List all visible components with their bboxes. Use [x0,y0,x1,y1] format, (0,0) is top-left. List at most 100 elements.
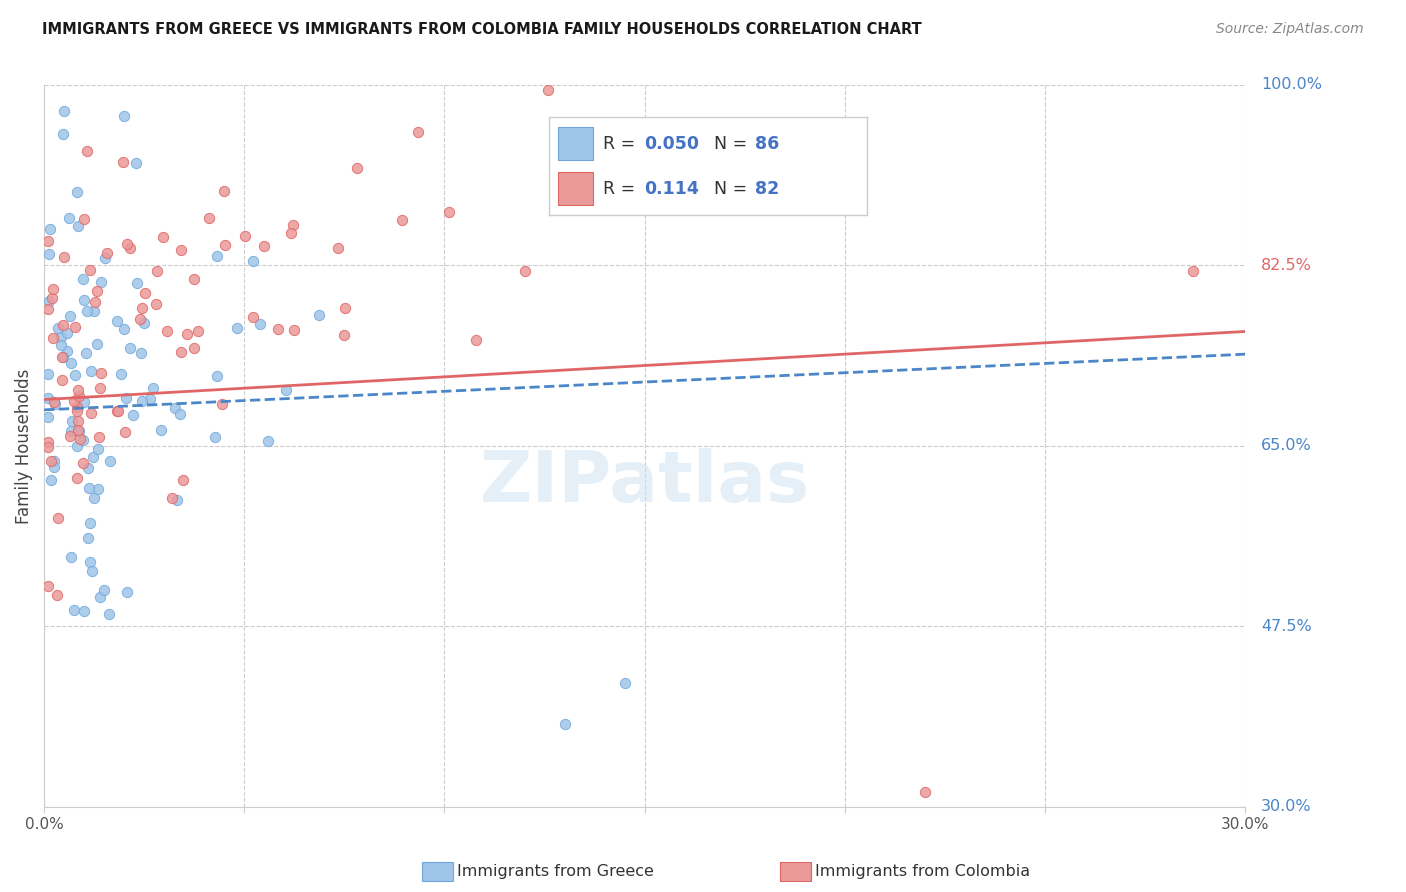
Point [90,275,112,289]
Point [41,291,63,305]
Point [53,103,76,118]
Point [58,211,80,225]
Point [63,320,86,334]
Point [204,430,226,444]
Point [226,321,249,335]
Point [66,423,89,437]
Point [72,457,94,471]
Point [72,272,94,286]
Point [51,350,73,364]
Point [60,356,83,370]
Point [76,144,98,158]
Point [55,343,77,358]
Point [75,345,97,359]
Point [249,317,271,331]
Point [73,293,96,307]
Point [67,414,90,428]
Text: N =: N = [714,179,752,198]
Text: 47.5%: 47.5% [1261,619,1312,634]
Point [44,459,66,474]
Point [465,333,488,347]
Point [146,264,169,278]
Point [89,381,111,395]
Text: 65.0%: 65.0% [1261,439,1312,453]
Point [90,366,112,380]
Point [87,430,110,444]
Point [37,579,59,593]
Point [83,491,105,505]
Point [77,460,100,475]
Point [86,442,108,456]
Point [142,381,165,395]
Point [86,284,108,298]
Point [73,604,96,618]
Point [37,235,59,249]
Point [166,493,188,508]
Point [96,246,118,260]
Point [49,338,72,352]
Point [72,433,94,447]
Point [406,125,429,139]
Text: 30.0%: 30.0% [1261,799,1312,814]
Y-axis label: Family Households: Family Households [15,368,32,524]
Point [60,414,83,428]
Bar [558,128,593,161]
Bar [558,172,593,205]
Point [554,717,576,731]
Point [38,247,60,261]
Point [86,483,108,497]
Point [79,516,101,531]
Point [63,602,86,616]
Point [51,373,73,387]
Text: Source: ZipAtlas.com: Source: ZipAtlas.com [1216,22,1364,37]
Point [37,410,59,425]
Point [66,403,89,417]
Text: 100.0%: 100.0% [1261,78,1322,93]
Point [52,127,75,141]
Point [156,324,179,338]
Point [152,230,174,244]
Point [37,301,59,316]
Point [37,391,59,405]
Point [56,326,79,340]
Point [65,471,87,485]
Point [79,263,101,277]
Point [274,384,297,398]
Point [131,345,153,359]
Point [128,312,150,326]
Point [211,397,233,411]
Text: 86: 86 [755,135,780,153]
Point [115,236,138,251]
Point [183,342,205,356]
Text: Immigrants from Colombia: Immigrants from Colombia [815,864,1031,879]
Point [66,439,89,453]
Point [134,316,156,330]
Point [86,337,108,351]
Point [391,213,413,227]
Point [613,676,636,690]
Point [131,301,153,316]
Point [45,588,67,602]
Point [73,395,96,409]
Point [93,583,115,598]
Point [59,424,82,438]
Point [38,222,60,236]
Point [183,271,205,285]
Point [118,241,141,255]
Point [84,294,107,309]
Point [97,607,120,621]
Point [52,351,75,365]
Point [83,303,105,318]
Point [253,239,276,253]
Point [46,510,69,524]
Point [172,473,194,487]
Point [170,344,193,359]
Point [115,391,138,405]
Point [346,161,368,176]
Point [80,565,103,579]
Point [124,156,146,170]
Point [235,228,257,243]
Point [73,212,96,227]
Point [111,154,134,169]
Point [333,328,356,343]
